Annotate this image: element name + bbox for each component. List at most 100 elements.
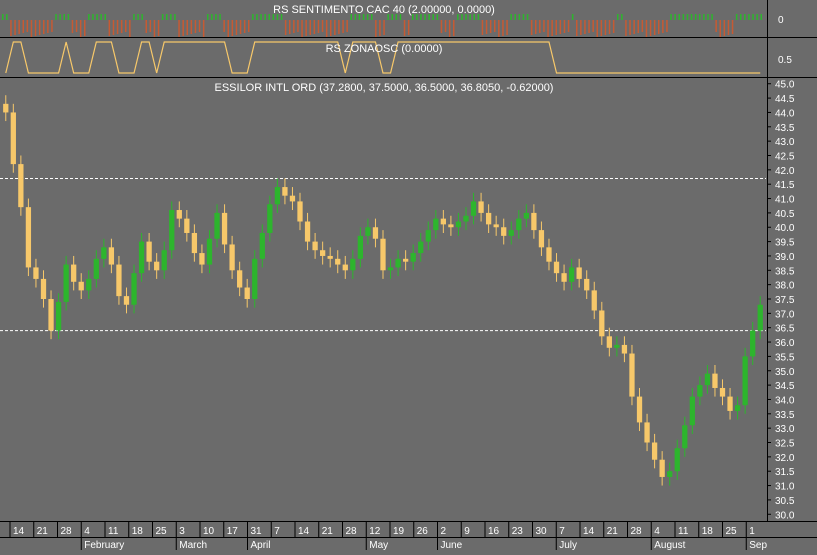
zonaosc-line: [5, 41, 761, 74]
sentiment-bar-up: [760, 14, 762, 20]
sentiment-bar-up: [424, 14, 426, 20]
sentiment-bar-up: [399, 14, 402, 20]
candle-body: [531, 212, 537, 231]
sentiment-bar-down: [317, 20, 320, 33]
candle-body: [410, 253, 416, 262]
sentiment-bars: [2, 14, 762, 37]
sentiment-bar-down: [731, 20, 734, 34]
sentiment-bar-down: [535, 20, 537, 34]
y-tick-label: 37.5: [775, 295, 795, 306]
sentiment-bar-up: [510, 14, 512, 20]
candle-body: [221, 212, 228, 245]
sentiment-bar-down: [604, 20, 607, 35]
sentiment-bar-down: [563, 20, 566, 33]
y-tick-label: 35.0: [775, 367, 795, 378]
y-tick-label: 39.5: [775, 238, 795, 249]
sentiment-tick-label: 0: [778, 15, 784, 26]
y-tick-label: 31.0: [775, 482, 795, 493]
sentiment-bar-up: [371, 14, 373, 20]
sentiment-bar-up: [219, 14, 221, 20]
sentiment-bar-up: [707, 14, 709, 20]
sentiment-bar-down: [153, 20, 156, 37]
sentiment-bar-up: [272, 14, 275, 20]
sentiment-bar-down: [375, 20, 377, 37]
y-tick-label: 42.5: [775, 151, 795, 162]
candle-body: [101, 247, 107, 259]
candle-body: [734, 405, 741, 411]
x-day-label: 14: [583, 526, 595, 537]
sentiment-bar-down: [407, 20, 410, 35]
candle-body: [689, 396, 695, 426]
candle-body: [237, 270, 243, 288]
x-day-label: 18: [132, 526, 144, 537]
sentiment-bar-down: [239, 20, 242, 34]
sentiment-bar-up: [756, 14, 758, 20]
x-day-label: 26: [417, 526, 429, 537]
sentiment-bar-down: [198, 20, 201, 32]
sentiment-bar-up: [473, 14, 475, 20]
sentiment-bar-down: [448, 20, 451, 37]
sentiment-bar-down: [51, 20, 53, 32]
x-day-label: 25: [156, 526, 168, 537]
x-day-label: 3: [179, 526, 185, 537]
sentiment-bar-up: [526, 14, 529, 20]
sentiment-bar-down: [625, 20, 627, 36]
candle-body: [455, 221, 462, 228]
candle-body: [463, 215, 469, 222]
candle-body: [146, 241, 152, 262]
sentiment-bar-down: [588, 20, 590, 33]
x-month-label: February: [84, 540, 124, 550]
sentiment-bar-up: [100, 14, 102, 20]
sentiment-bar-down: [641, 20, 644, 32]
x-day-label: 9: [464, 526, 470, 537]
candle-body: [169, 210, 175, 251]
sentiment-bar-down: [289, 20, 291, 34]
sentiment-bar-down: [379, 20, 381, 36]
sentiment-bar-up: [694, 14, 697, 20]
sentiment-bar-up: [260, 14, 262, 20]
candle-body: [244, 287, 250, 299]
sentiment-bar-down: [629, 20, 631, 35]
sentiment-bar-up: [358, 14, 361, 20]
y-tick-label: 34.0: [775, 395, 795, 406]
sentiment-bar-up: [436, 14, 439, 20]
x-day-label: 4: [654, 526, 660, 537]
sentiment-bar-up: [170, 14, 172, 20]
y-tick-label: 33.5: [775, 410, 795, 421]
candle-body: [727, 396, 733, 411]
sentiment-bar-up: [211, 14, 213, 20]
candle-body: [485, 212, 492, 225]
candle-body: [682, 425, 688, 449]
sentiment-bar-down: [342, 20, 344, 33]
candle-body: [48, 299, 54, 331]
y-tick-label: 30.5: [775, 496, 795, 507]
x-month-label: May: [369, 540, 388, 550]
candle-body: [214, 212, 220, 239]
y-tick-label: 41.0: [775, 195, 795, 206]
x-day-label: 1: [749, 526, 755, 537]
candle-body: [18, 164, 24, 208]
sentiment-bar-down: [231, 20, 234, 36]
sentiment-bar-down: [543, 20, 545, 32]
x-day-label: 21: [607, 526, 619, 537]
candle-body: [93, 258, 99, 279]
candle-body: [350, 258, 356, 271]
candle-body: [274, 187, 281, 205]
sentiment-bar-down: [116, 20, 119, 34]
reference-lines: [0, 177, 766, 332]
y-tick-label: 36.5: [775, 324, 795, 335]
sentiment-bar-down: [182, 20, 184, 36]
candle-body: [614, 344, 620, 348]
sentiment-bar-down: [18, 20, 20, 34]
sentiment-bar-down: [125, 20, 127, 32]
sentiment-bar-down: [596, 20, 598, 37]
sentiment-bar-up: [174, 14, 176, 20]
y-tick-label: 43.5: [775, 123, 795, 134]
y-tick-label: 30.0: [775, 510, 795, 521]
sentiment-bar-down: [71, 20, 74, 33]
candle-body: [704, 373, 711, 386]
candle-body: [78, 281, 84, 291]
sentiment-bar-up: [133, 14, 135, 20]
price-panel: ESSILOR INTL ORD (37.2800, 37.5000, 36.5…: [0, 80, 795, 521]
